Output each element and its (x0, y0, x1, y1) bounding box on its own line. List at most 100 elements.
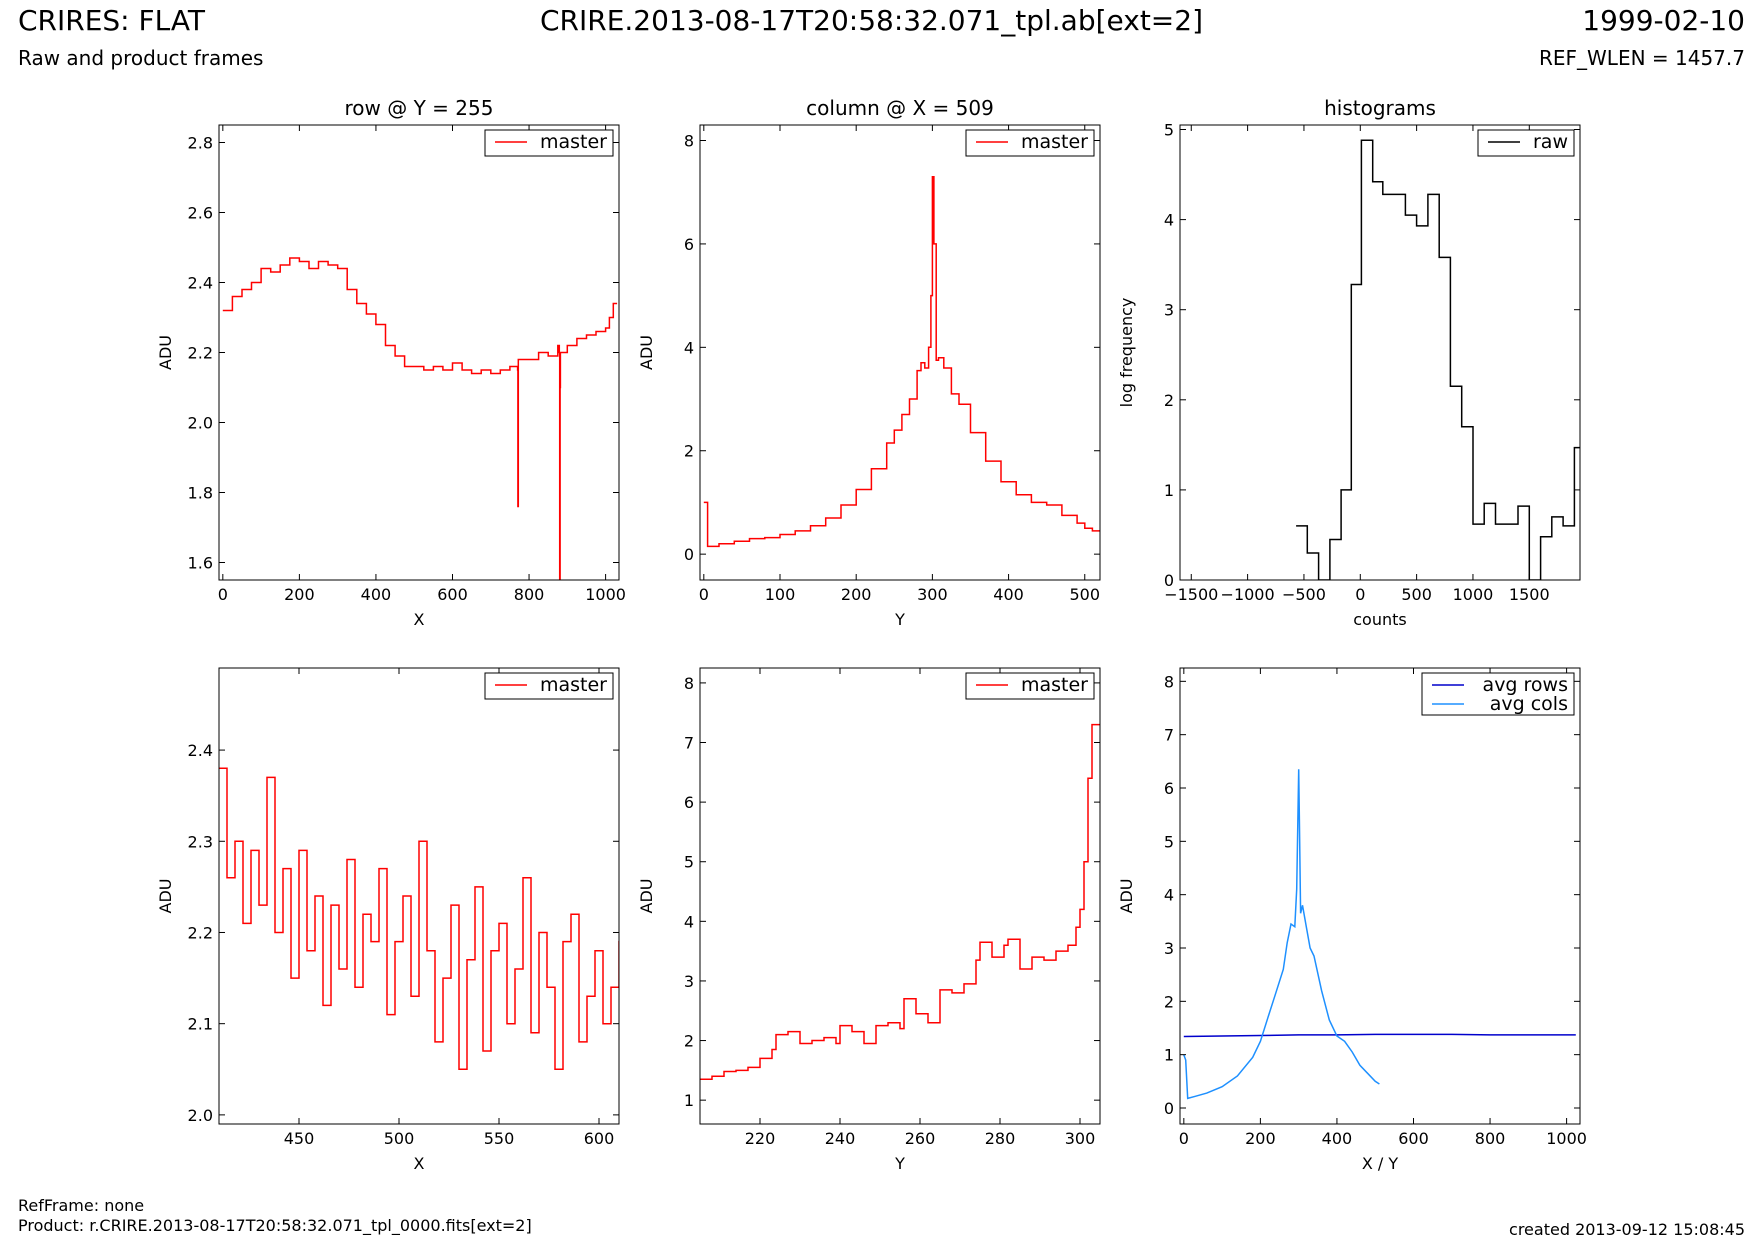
y-tick-label: 5 (1164, 121, 1174, 140)
x-tick-label: 1000 (1546, 1129, 1587, 1148)
subplot-5: 220 240 260 280 300 1 2 3 4 5 6 7 8 Y ADU master (637, 667, 1101, 1173)
x-tick-label: 300 (1065, 1129, 1096, 1148)
y-tick-label: 7 (684, 734, 694, 753)
y-tick-label: 1 (1164, 481, 1174, 500)
legend-entry: avg rows (1483, 674, 1568, 696)
y-tick-label: 3 (1164, 301, 1174, 320)
footer-product: Product: r.CRIRE.2013-08-17T20:58:32.071… (18, 1216, 532, 1235)
y-tick-label: 1.6 (188, 554, 213, 573)
y-tick-label: 0 (1164, 1099, 1174, 1118)
y-tick-label: 4 (684, 338, 694, 357)
x-tick-label: 240 (825, 1129, 856, 1148)
legend-box (1477, 129, 1575, 157)
series-line-raw (1296, 139, 1580, 580)
series-line-master (219, 767, 619, 1071)
x-tick-label: 280 (985, 1129, 1016, 1148)
x-tick-label: 0 (699, 585, 709, 604)
x-tick-label: 200 (1245, 1129, 1276, 1148)
subplot-title: row @ Y = 255 (345, 96, 494, 120)
x-tick-label: 1500 (1509, 585, 1550, 604)
subplot-3: −1500 −1000 −500 0 500 1000 1500 0 1 2 3 4 5 histogra… (1117, 96, 1581, 629)
legend-entry: master (1021, 674, 1088, 696)
legend-entry: master (540, 131, 607, 153)
legend: master (484, 129, 614, 157)
y-tick-label: 2 (1164, 992, 1174, 1011)
x-tick-label: 0 (218, 585, 228, 604)
x-tick-label: 500 (384, 1129, 415, 1148)
y-tick-label: 2.3 (188, 832, 213, 851)
subplot-6: 0 200 400 600 800 1000 0 1 2 3 4 5 6 7 8 X / Y ADU avg ro… (1117, 667, 1587, 1173)
legend: master (965, 129, 1095, 157)
plot-frame (699, 667, 1101, 1125)
legend-box (484, 672, 614, 700)
x-tick-label: 0 (1179, 1129, 1189, 1148)
plot-frame (1179, 667, 1581, 1125)
x-axis-label: Y (894, 1154, 905, 1173)
file-name-title: CRIRE.2013-08-17T20:58:32.071_tpl.ab[ext… (540, 4, 1204, 37)
x-tick-label: 600 (1398, 1129, 1429, 1148)
x-tick-label: 0 (1355, 585, 1365, 604)
y-tick-label: 1 (1164, 1046, 1174, 1065)
subplot-title: histograms (1324, 96, 1436, 120)
y-tick-label: 0 (1164, 571, 1174, 590)
y-axis-label: ADU (637, 879, 656, 914)
y-tick-label: 2.0 (188, 414, 213, 433)
series-line-avg-cols (1183, 769, 1380, 1100)
y-tick-label: 2.4 (188, 741, 213, 760)
y-tick-label: 8 (684, 674, 694, 693)
x-axis-label: X / Y (1362, 1154, 1399, 1173)
y-tick-label: 4 (1164, 211, 1174, 230)
x-axis-label: X (414, 1154, 425, 1173)
y-tick-label: 0 (684, 545, 694, 564)
y-tick-label: 2.0 (188, 1106, 213, 1125)
y-axis-label: ADU (156, 335, 175, 370)
y-tick-label: 1.8 (188, 484, 213, 503)
legend: raw (1477, 129, 1575, 157)
x-tick-label: 600 (437, 585, 468, 604)
x-axis-label: counts (1353, 610, 1406, 629)
plot-frame (1179, 124, 1581, 581)
x-tick-label: 200 (284, 585, 315, 604)
x-axis-label: Y (894, 610, 905, 629)
y-tick-label: 2.4 (188, 274, 213, 293)
footer-refframe: RefFrame: none (18, 1196, 145, 1215)
x-tick-label: 220 (745, 1129, 776, 1148)
x-tick-label: 400 (361, 585, 392, 604)
x-tick-label: 1000 (1453, 585, 1494, 604)
y-tick-label: 2.8 (188, 134, 213, 153)
subplot-4: 450 500 550 600 2.0 2.1 2.2 2.3 2.4 X ADU master (156, 667, 620, 1173)
legend-entry: avg cols (1490, 693, 1568, 715)
x-tick-label: 200 (841, 585, 872, 604)
y-axis-label: ADU (1117, 879, 1136, 914)
x-tick-label: 400 (993, 585, 1024, 604)
y-tick-label: 2.6 (188, 204, 213, 223)
y-tick-label: 6 (684, 235, 694, 254)
y-tick-label: 2.2 (188, 344, 213, 363)
series-line-master (703, 175, 1100, 548)
subplot-1: 0 200 400 600 800 1000 1.6 1.8 2.0 2.2 2.4 2.6 2.8 ro… (156, 96, 626, 629)
y-tick-label: 8 (1164, 672, 1174, 691)
y-tick-label: 4 (1164, 886, 1174, 905)
y-tick-label: 3 (684, 972, 694, 991)
x-tick-label: 800 (514, 585, 545, 604)
subplot-title: column @ X = 509 (806, 96, 994, 120)
figure-subtitle: Raw and product frames (18, 46, 264, 70)
x-tick-label: −500 (1282, 585, 1326, 604)
subplot-2: 0 100 200 300 400 500 0 2 4 6 8 column @ X = 509 Y AD… (637, 96, 1101, 629)
y-tick-label: 2 (684, 442, 694, 461)
series-line-master (700, 723, 1100, 1081)
series-line-master (222, 257, 618, 580)
x-tick-label: 1000 (585, 585, 626, 604)
legend-entry: master (540, 674, 607, 696)
x-tick-label: 600 (584, 1129, 615, 1148)
y-tick-label: 6 (684, 793, 694, 812)
legend: master (484, 672, 614, 700)
x-tick-label: −1000 (1221, 585, 1275, 604)
y-axis-label: log frequency (1117, 298, 1136, 408)
legend-box (965, 129, 1095, 157)
legend: master (965, 672, 1095, 700)
y-tick-label: 6 (1164, 779, 1174, 798)
x-tick-label: 550 (484, 1129, 515, 1148)
